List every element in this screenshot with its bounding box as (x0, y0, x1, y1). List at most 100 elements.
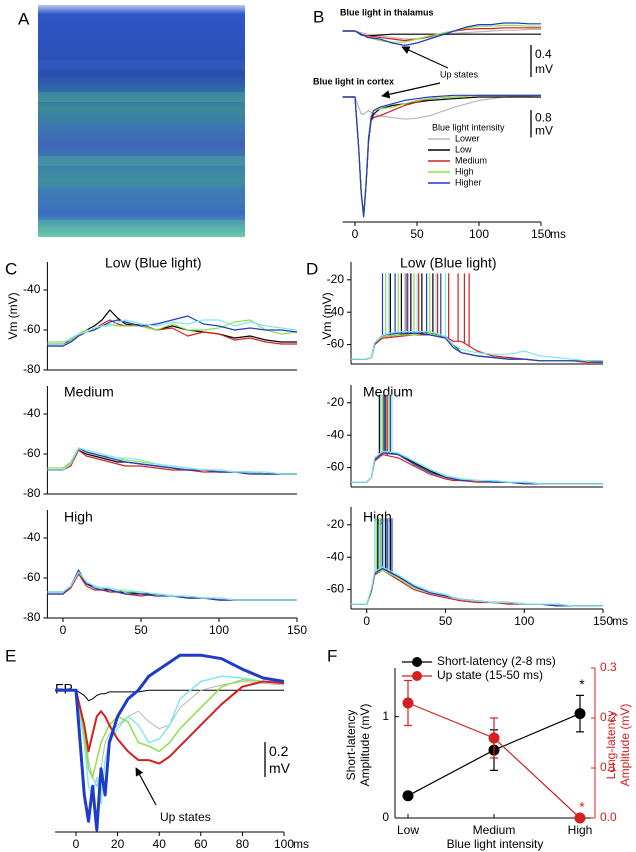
x-axis-label: ms (550, 227, 566, 241)
legend-label: Short-latency (2-8 ms) (437, 654, 556, 668)
micrograph (38, 5, 245, 237)
y-tick-label: -40 (23, 282, 41, 296)
trace (55, 689, 284, 702)
legend-label: Up state (15-50 ms) (437, 668, 543, 682)
x-tick-label: 80 (236, 837, 250, 851)
x-tick-label: 0 (352, 227, 359, 241)
x-tick-label: 100 (209, 623, 229, 637)
trace (342, 94, 541, 218)
x-tick-label: 20 (111, 837, 125, 851)
scale-bar-value: 0.4 (535, 47, 552, 61)
y-tick-label: 0 (382, 810, 389, 824)
point (574, 812, 586, 824)
x-tick-label: 150 (531, 227, 551, 241)
y2-tick-label: 0.3 (600, 660, 617, 674)
legend-marker (412, 671, 422, 681)
x-tick-label: 60 (194, 837, 208, 851)
y-tick-label: -20 (327, 272, 345, 286)
y-tick-label: -60 (23, 322, 41, 336)
micrograph-band (38, 60, 245, 70)
annotation: Up states (440, 69, 479, 79)
micrograph-band (38, 124, 245, 134)
trace (55, 653, 285, 832)
trace (47, 571, 297, 601)
x-tick-label: 50 (439, 614, 453, 628)
y-tick-label: -60 (327, 337, 345, 351)
trace (351, 454, 603, 485)
x-tick-label: 50 (134, 623, 148, 637)
panel-title: Blue light in thalamus (340, 7, 434, 17)
panel-label: D (306, 259, 318, 278)
panel-title: High (64, 509, 93, 525)
y-tick-label: -20 (327, 395, 345, 409)
x-tick-label: Medium (473, 823, 516, 837)
panel-label: F (327, 646, 337, 665)
trace (55, 675, 285, 805)
trace (47, 319, 298, 345)
legend-label: Low (455, 144, 472, 154)
scale-bar-value: 0.8 (535, 110, 552, 124)
y-tick-label: -40 (327, 304, 345, 318)
x-axis-label: Blue light intensity (447, 837, 544, 851)
micrograph-band (38, 188, 245, 198)
trace (47, 447, 297, 475)
scale-bar-unit: mV (535, 123, 553, 137)
micrograph-band (38, 92, 245, 102)
y-tick-label: -60 (327, 460, 345, 474)
x-tick-label: 0 (363, 614, 370, 628)
legend-label: High (455, 166, 474, 176)
panel-label: E (5, 646, 16, 665)
trace (55, 680, 285, 765)
annotation-arrow (401, 46, 449, 69)
y-tick-label: -40 (327, 549, 345, 563)
y-axis-label: Vm (mV) (6, 292, 20, 339)
y2-axis-label: Amplitude (mV) (618, 704, 632, 787)
trace (351, 331, 603, 362)
y2-tick-label: 0.0 (600, 810, 617, 824)
y-tick-label: -40 (327, 427, 345, 441)
point (574, 708, 586, 720)
y-tick-label: -60 (23, 446, 41, 460)
micrograph-band (38, 220, 245, 230)
panel-title: Low (Blue light) (105, 255, 202, 271)
panel-title: Blue light in cortex (313, 76, 394, 86)
panel-title: Medium (363, 384, 413, 400)
trace (47, 447, 297, 475)
panel-title: Low (Blue light) (400, 255, 497, 271)
point (402, 697, 414, 709)
y-axis-label: Short-latency (344, 710, 358, 781)
legend-label: Higher (455, 177, 482, 187)
scale-bar-unit: mV (269, 760, 291, 776)
y-axis-label: Amplitude (mV) (358, 704, 372, 787)
x-tick-label: 100 (274, 837, 294, 851)
x-tick-label: High (568, 823, 593, 837)
trace (47, 315, 298, 347)
point (488, 732, 500, 744)
x-axis-label: ms (612, 614, 628, 628)
y-axis-label: Vm (mV) (320, 292, 334, 339)
panel-label: B (313, 7, 324, 26)
annotation-arrow (135, 767, 157, 806)
x-tick-label: 100 (469, 227, 489, 241)
y-tick-label: 1 (382, 709, 389, 723)
trace (351, 566, 603, 607)
x-tick-label: 150 (593, 614, 613, 628)
y-tick-label: -40 (23, 530, 41, 544)
y-tick-label: -80 (23, 486, 41, 500)
x-tick-label: Low (397, 823, 419, 837)
x-tick-label: 50 (410, 227, 424, 241)
y-tick-label: -60 (327, 582, 345, 596)
y-tick-label: -40 (23, 406, 41, 420)
panel-title: Medium (64, 384, 114, 400)
y-tick-label: -20 (327, 517, 345, 531)
trace (351, 452, 603, 485)
y-tick-label: -60 (23, 570, 41, 584)
legend-title: Blue light intensity (432, 122, 505, 132)
scale-bar-unit: mV (535, 62, 553, 76)
annotation-arrow (381, 82, 441, 99)
micrograph-band (38, 156, 245, 166)
y2-axis-label: Long-latency (604, 711, 618, 780)
trace (342, 22, 541, 46)
trace (351, 450, 603, 485)
trace (342, 94, 542, 120)
